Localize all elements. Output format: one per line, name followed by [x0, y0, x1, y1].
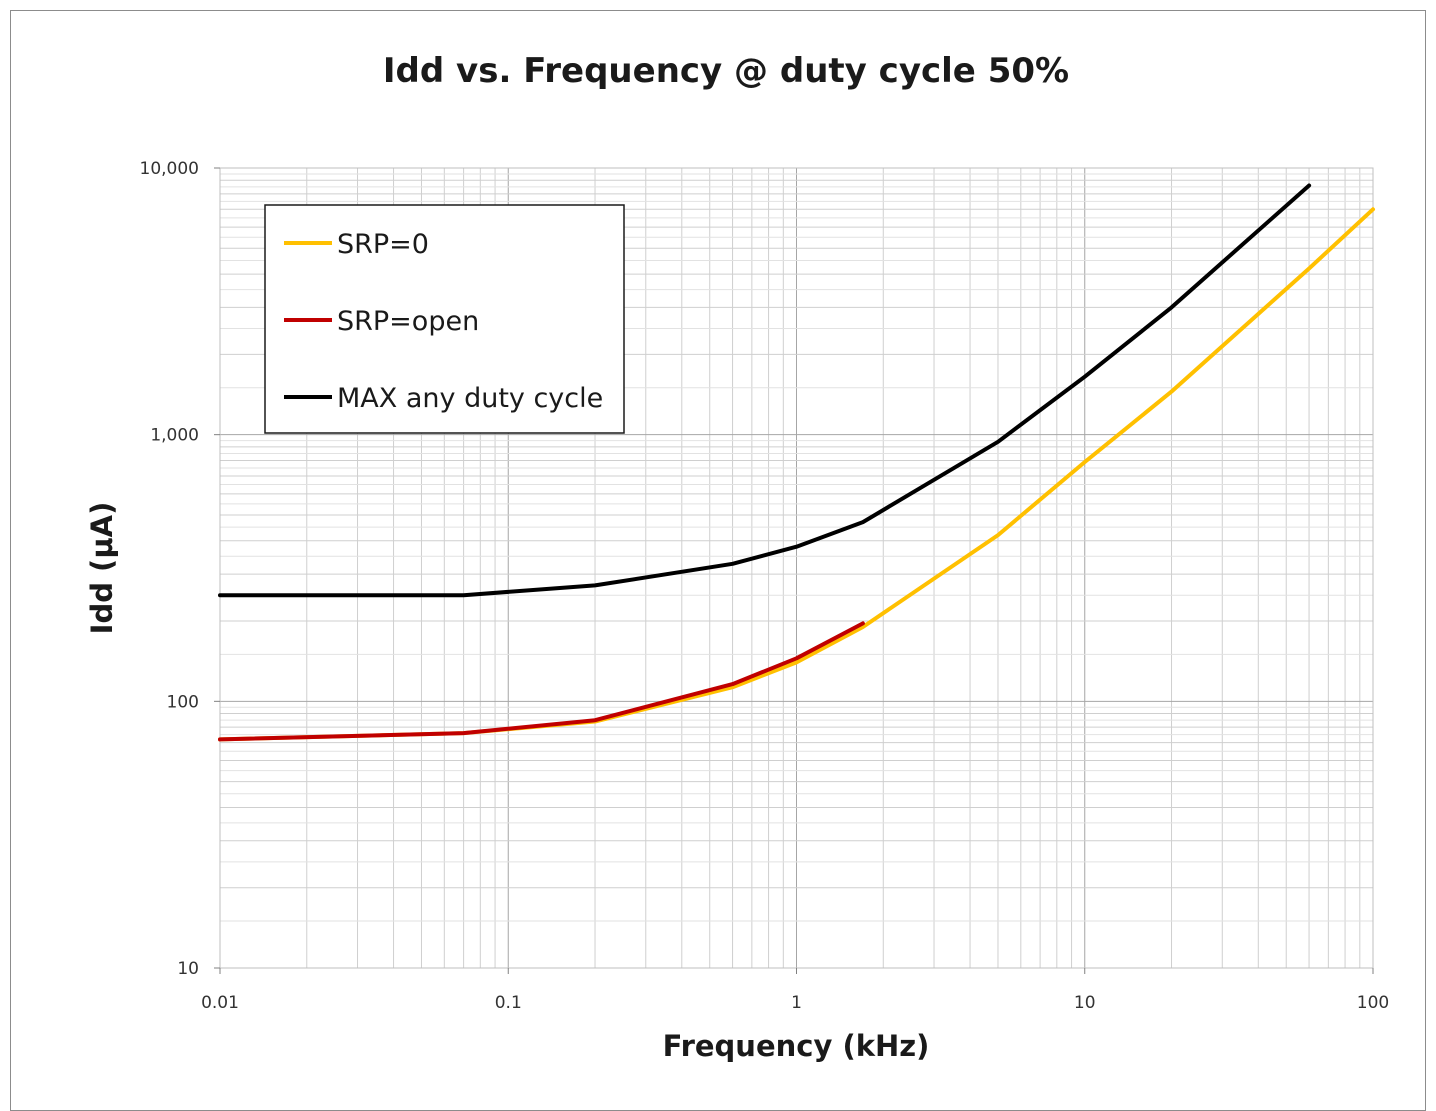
x-tick-label: 100 — [1357, 993, 1389, 1013]
legend-label: SRP=open — [337, 306, 479, 337]
x-axis-ticks: 0.01 0.1 1 10 100 — [201, 968, 1389, 1013]
y-tick-label: 10 — [177, 959, 199, 979]
y-tick-label: 100 — [167, 692, 199, 712]
y-tick-label: 10,000 — [140, 159, 199, 179]
legend-label: SRP=0 — [337, 229, 429, 260]
x-axis-title: Frequency (kHz) — [663, 1029, 930, 1063]
x-tick-label: 10 — [1074, 993, 1096, 1013]
x-tick-label: 1 — [791, 993, 802, 1013]
series-line-3 — [218, 183, 1312, 598]
legend-label: MAX any duty cycle — [337, 383, 603, 414]
legend: SRP=0 SRP=open MAX any duty cycle — [264, 204, 625, 434]
y-axis-ticks: 10 100 1,000 10,000 — [140, 159, 220, 979]
series-line-2 — [218, 621, 865, 742]
y-tick-label: 1,000 — [150, 426, 199, 446]
y-axis-title: Idd (µA) — [85, 502, 119, 635]
x-tick-label: 0.1 — [495, 993, 522, 1013]
chart-title: Idd vs. Frequency @ duty cycle 50% — [383, 51, 1069, 91]
series-lines — [218, 183, 1375, 742]
x-tick-label: 0.01 — [201, 993, 239, 1013]
